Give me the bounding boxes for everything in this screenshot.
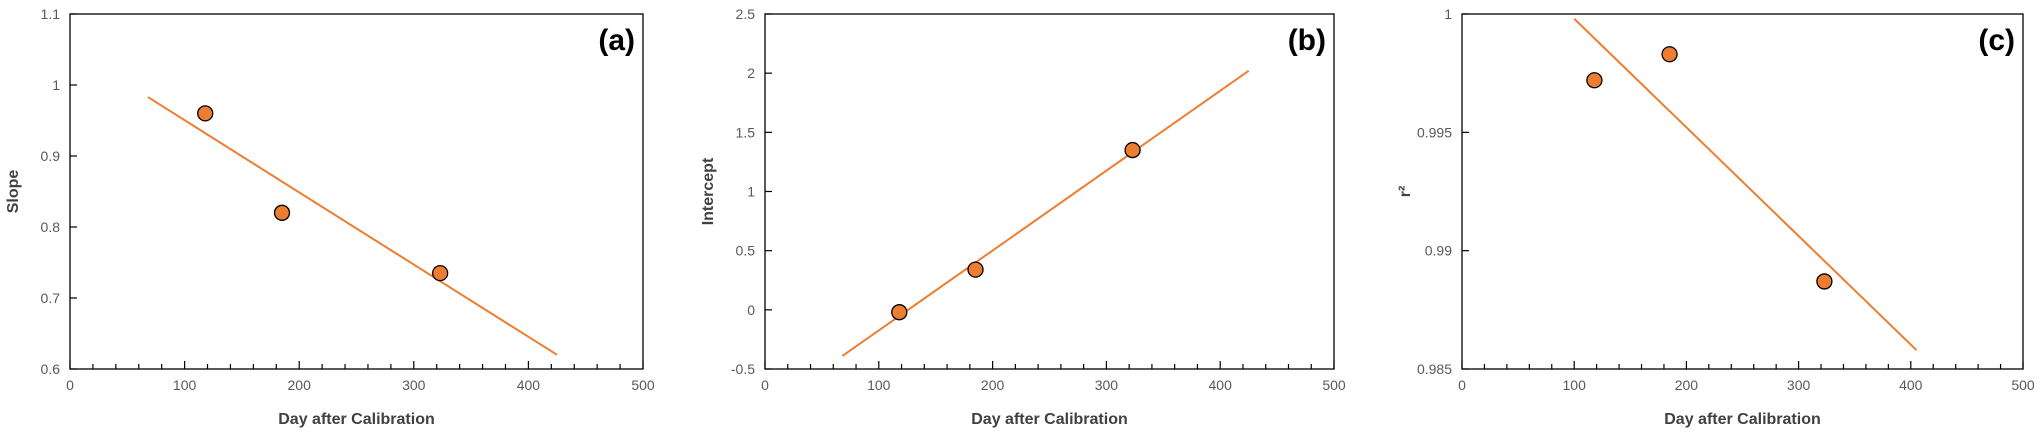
plot-area xyxy=(69,13,644,370)
x-axis-title: Day after Calibration xyxy=(278,411,434,428)
panel-label: (b) xyxy=(1288,24,1326,57)
x-tick-label: 0 xyxy=(1458,377,1466,393)
y-tick-label: 0.99 xyxy=(1425,243,1452,259)
x-tick-label: 400 xyxy=(517,377,541,393)
y-tick-label: 2 xyxy=(747,65,755,81)
data-point xyxy=(967,261,984,278)
x-tick-label: 100 xyxy=(1563,377,1587,393)
y-tick-label: 0 xyxy=(747,302,755,318)
y-tick-label: 2.5 xyxy=(736,6,756,22)
x-axis-title: Day after Calibration xyxy=(971,411,1127,428)
y-tick-label: 0.7 xyxy=(41,290,61,306)
x-tick-label: 200 xyxy=(1675,377,1699,393)
data-point xyxy=(197,105,214,122)
x-tick-label: 500 xyxy=(2011,377,2035,393)
x-tick-label: 200 xyxy=(288,377,312,393)
x-tick-label: 400 xyxy=(1899,377,1923,393)
panel-label: (a) xyxy=(598,24,635,57)
x-tick-label: 300 xyxy=(1787,377,1811,393)
data-point xyxy=(1586,72,1603,89)
trendline xyxy=(147,96,558,356)
y-tick-label: 0.985 xyxy=(1417,361,1452,377)
y-axis-title: Slope xyxy=(5,170,22,214)
y-tick-label: 1 xyxy=(52,77,60,93)
trendline xyxy=(841,69,1250,357)
panel-a: 0 100 200 300 400 500 0.6 0.7 0.8 0.9 1 1.1 Day afte… xyxy=(5,6,655,428)
y-tick-label: 0.9 xyxy=(41,148,61,164)
data-point xyxy=(891,304,908,321)
data-point xyxy=(1661,46,1678,63)
data-point xyxy=(1816,273,1833,290)
y-tick-label: 1 xyxy=(1444,6,1452,22)
plot-area xyxy=(764,13,1335,370)
data-point xyxy=(432,264,449,282)
y-tick-label: 1.5 xyxy=(736,124,756,140)
y-tick-label: 0.995 xyxy=(1417,124,1452,140)
y-tick-label: -0.5 xyxy=(731,361,755,377)
panel-label: (c) xyxy=(1978,24,2015,57)
panel-b: 0 100 200 300 400 500 -0.5 0 0.5 1 1.5 2 2.5 Day afte… xyxy=(700,6,1346,428)
y-axis-title: Intercept xyxy=(700,157,717,225)
x-tick-label: 0 xyxy=(761,377,769,393)
x-tick-label: 0 xyxy=(66,377,74,393)
x-tick-label: 300 xyxy=(402,377,426,393)
data-point xyxy=(273,204,291,221)
x-tick-label: 300 xyxy=(1095,377,1119,393)
x-tick-label: 500 xyxy=(631,377,655,393)
y-tick-label: 1 xyxy=(747,184,755,200)
x-tick-label: 200 xyxy=(981,377,1005,393)
x-axis-title: Day after Calibration xyxy=(1664,411,1820,428)
panel-c: 0 100 200 300 400 500 0.985 0.99 0.995 1 Day after… xyxy=(1397,6,2035,428)
plot-area xyxy=(1461,13,2024,370)
y-tick-label: 1.1 xyxy=(41,6,61,22)
x-tick-label: 400 xyxy=(1209,377,1233,393)
y-axis-title: r² xyxy=(1397,186,1414,198)
x-tick-label: 100 xyxy=(867,377,891,393)
data-point xyxy=(1124,141,1141,159)
y-tick-label: 0.8 xyxy=(41,219,61,235)
y-tick-label: 0.6 xyxy=(41,361,61,377)
y-tick-label: 0.5 xyxy=(736,243,756,259)
trendline xyxy=(1573,18,1918,351)
x-tick-label: 100 xyxy=(173,377,197,393)
x-tick-label: 500 xyxy=(1322,377,1346,393)
